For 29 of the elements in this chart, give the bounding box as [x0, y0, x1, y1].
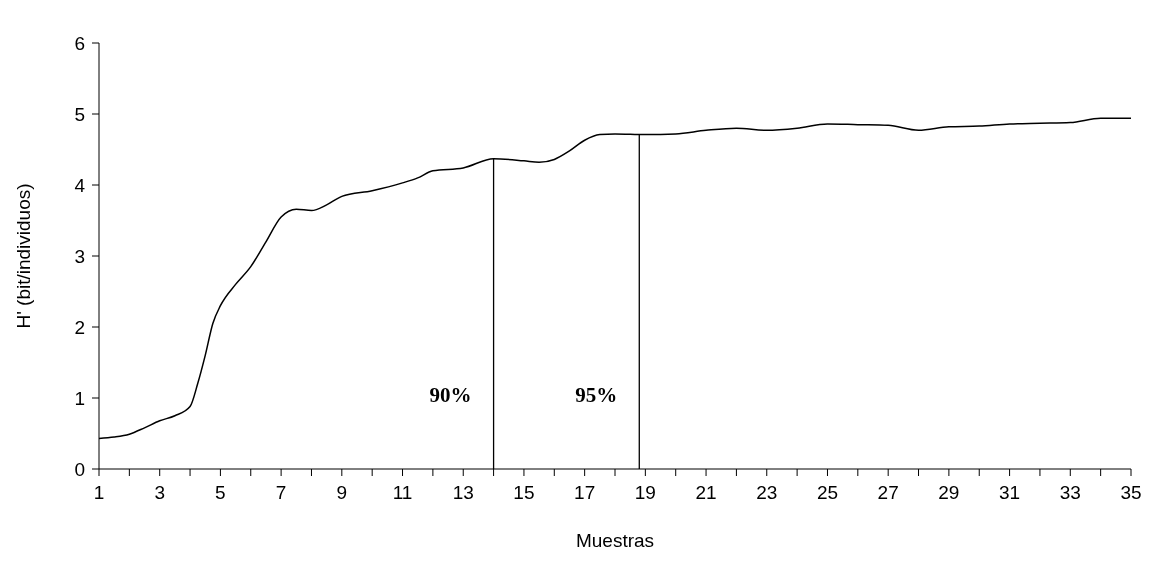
x-tick-label: 9 [336, 482, 348, 503]
x-tick-label: 25 [816, 482, 839, 503]
x-tick-label: 31 [999, 482, 1021, 503]
annotation: 90% [429, 382, 472, 407]
annotation: 95% [575, 382, 618, 407]
x-tick-label: 33 [1059, 482, 1081, 503]
x-tick-label: 35 [1120, 482, 1142, 503]
x-tick-label: 15 [513, 482, 535, 503]
y-tick-label: 3 [74, 245, 85, 267]
x-tick-label: 13 [452, 482, 474, 503]
x-tick-label: 7 [275, 482, 287, 503]
y-tick-label: 6 [74, 32, 85, 54]
x-tick-label: 23 [756, 482, 778, 503]
y-tick-label: 1 [74, 387, 85, 409]
x-tick-label: 1 [93, 482, 105, 503]
y-tick-label: 4 [74, 174, 86, 196]
x-tick-label: 5 [215, 482, 226, 503]
x-tick-label: 21 [695, 482, 717, 503]
y-axis-title: H' (bit/individuos) [13, 183, 34, 329]
x-tick-label: 3 [154, 482, 165, 503]
x-axis-title: Muestras [575, 530, 655, 551]
y-tick-label: 5 [74, 103, 85, 125]
x-tick-label: 19 [634, 482, 656, 503]
y-tick-label: 2 [74, 316, 85, 338]
x-tick-label: 27 [877, 482, 899, 503]
y-tick-label: 0 [74, 458, 85, 480]
x-tick-label: 11 [392, 482, 413, 503]
x-tick-label: 29 [938, 482, 960, 503]
x-tick-label: 17 [574, 482, 596, 503]
